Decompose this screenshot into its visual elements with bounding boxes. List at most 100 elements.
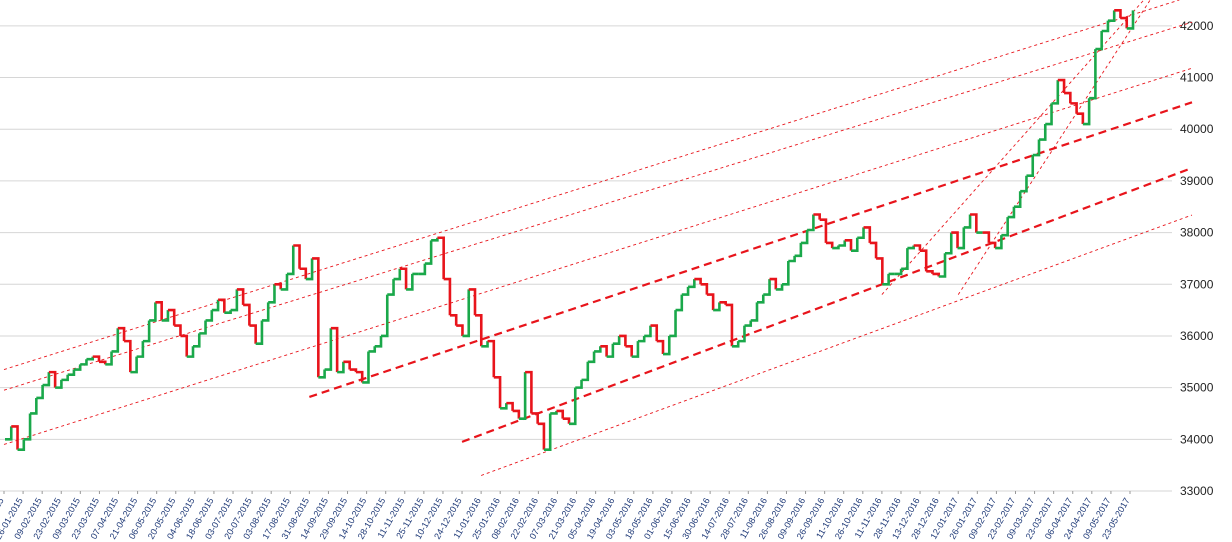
y-tick-label: 42000	[1180, 19, 1214, 33]
price-segment	[863, 226, 872, 243]
price-segment	[769, 277, 778, 290]
price-segment	[193, 333, 201, 348]
price-segment	[324, 328, 333, 371]
price-segment	[945, 232, 953, 255]
price-segment	[675, 294, 684, 312]
price-segment	[857, 227, 865, 240]
price-segment	[782, 261, 790, 286]
price-segment	[293, 244, 301, 269]
price-segment	[17, 439, 26, 451]
price-segment	[337, 361, 345, 374]
price-segment	[318, 369, 326, 379]
price-segment	[117, 326, 126, 342]
price-segment	[48, 370, 57, 388]
price-segment	[381, 294, 389, 338]
price-segment	[30, 397, 38, 415]
price-segment	[813, 213, 821, 220]
price-segment	[449, 313, 458, 326]
price-segment	[86, 356, 95, 361]
price-segment	[581, 361, 590, 382]
y-tick-label: 41000	[1180, 71, 1214, 85]
gridlines	[0, 25, 1172, 492]
price-series	[5, 9, 1135, 451]
price-segment	[124, 339, 132, 373]
price-segment	[387, 279, 395, 296]
price-segment	[663, 335, 671, 356]
price-segment	[970, 213, 978, 233]
price-segment	[731, 341, 740, 348]
price-segment	[211, 299, 220, 312]
price-segment	[744, 320, 753, 327]
price-segment	[788, 255, 796, 263]
price-segment	[901, 248, 909, 271]
price-segment	[92, 355, 101, 362]
price-segment	[556, 409, 565, 419]
price-segment	[399, 267, 408, 290]
price-segment	[1076, 112, 1085, 125]
price-segment	[1045, 103, 1053, 126]
price-segment	[475, 313, 483, 347]
price-segment	[656, 339, 665, 355]
y-tick-label: 35000	[1180, 381, 1214, 395]
price-segment	[431, 237, 439, 242]
trendline	[461, 166, 1193, 443]
price-segment	[205, 310, 214, 322]
price-segment	[462, 289, 471, 338]
price-segment	[619, 334, 627, 347]
price-segment	[569, 387, 577, 426]
price-segment	[575, 379, 583, 389]
price-segment	[1089, 49, 1097, 100]
price-segment	[612, 335, 621, 345]
price-segment	[1082, 98, 1091, 126]
price-segment	[562, 417, 571, 424]
price-segment	[688, 279, 696, 289]
price-segment	[99, 360, 107, 365]
price-segment	[1064, 91, 1072, 104]
price-segment	[55, 379, 63, 389]
y-tick-label: 37000	[1180, 277, 1214, 291]
price-segment	[199, 320, 207, 335]
price-segment	[894, 268, 903, 276]
price-segment	[36, 385, 44, 400]
price-segment	[1070, 102, 1078, 114]
price-segment	[418, 263, 427, 276]
price-segment	[543, 413, 552, 451]
price-segment	[243, 303, 251, 326]
price-segment	[531, 412, 539, 424]
price-segment	[111, 328, 120, 353]
price-segment	[73, 364, 82, 371]
price-segment	[982, 231, 991, 243]
price-segment	[61, 374, 69, 382]
price-segment	[644, 325, 652, 338]
price-segment	[650, 324, 659, 342]
price-segment	[518, 372, 527, 420]
price-segment	[167, 308, 176, 326]
price-segment	[907, 245, 915, 250]
price-segment	[807, 214, 815, 232]
price-segment	[274, 282, 283, 290]
price-segment	[819, 218, 828, 243]
price-segment	[825, 241, 834, 249]
price-segment	[261, 302, 270, 322]
price-segment	[374, 335, 383, 348]
price-segment	[550, 410, 558, 415]
price-segment	[775, 284, 784, 291]
price-segment	[355, 370, 364, 383]
price-segment	[424, 240, 433, 265]
price-segment	[142, 320, 151, 343]
trendline	[3, 0, 1180, 370]
price-segment	[1101, 20, 1110, 33]
price-segment	[1107, 10, 1116, 22]
price-segment	[437, 236, 445, 280]
price-segment	[23, 413, 32, 441]
price-segment	[919, 249, 928, 272]
price-segment	[1126, 10, 1135, 30]
price-segment	[1057, 78, 1066, 94]
price-segment	[136, 341, 145, 358]
price-segment	[851, 237, 859, 252]
price-segment	[1026, 155, 1035, 178]
price-segment	[995, 235, 1003, 250]
price-segment	[1020, 175, 1028, 193]
price-segment	[951, 231, 959, 249]
price-segment	[5, 426, 13, 441]
